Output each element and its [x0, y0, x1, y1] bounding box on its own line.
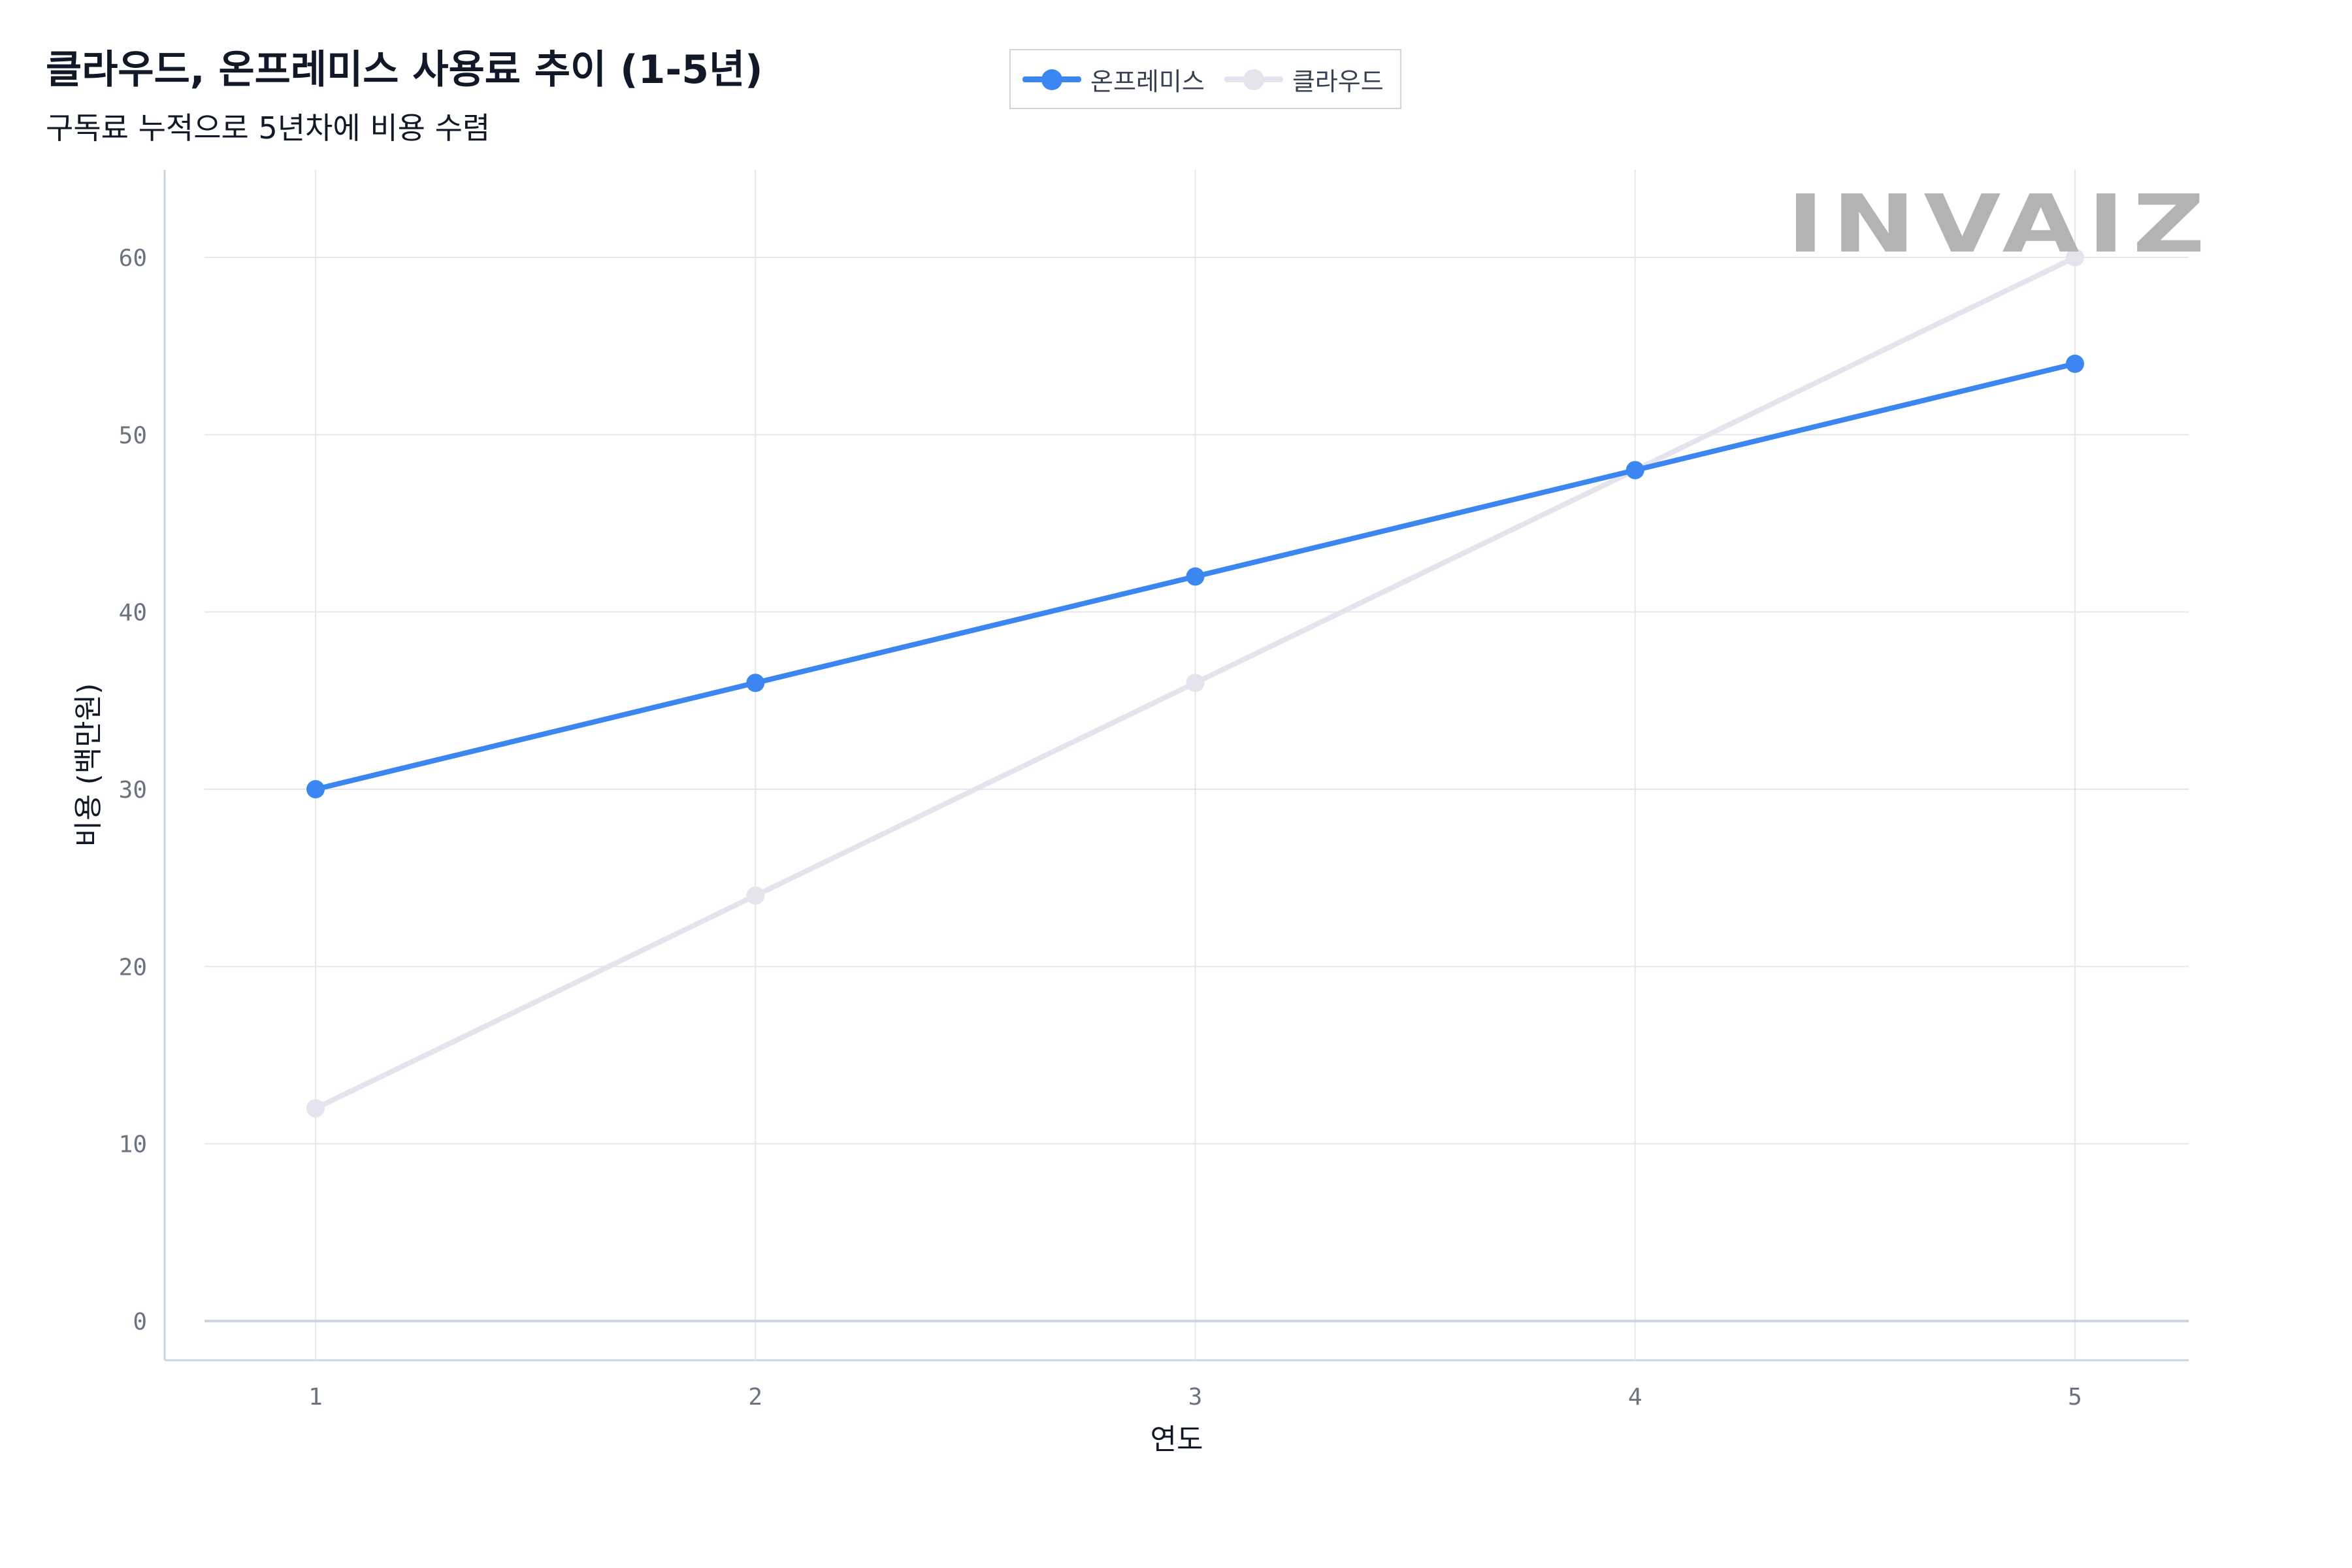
data-point-onpremise — [746, 674, 765, 693]
legend-swatch-onpremise — [1022, 69, 1081, 90]
data-point-cloud — [2066, 248, 2084, 267]
y-tick-label: 60 — [119, 245, 147, 272]
x-tick-label: 2 — [748, 1384, 762, 1411]
y-tick-label: 0 — [133, 1309, 147, 1335]
legend-item-cloud[interactable]: 클라우드 — [1224, 61, 1384, 97]
chart-legend: 온프레미스 클라우드 — [1009, 49, 1401, 109]
chart-subtitle: 구독료 누적으로 5년차에 비용 수렴 — [46, 110, 491, 146]
data-point-onpremise — [306, 780, 325, 798]
x-tick-label: 5 — [2068, 1384, 2082, 1411]
data-point-cloud — [306, 1099, 325, 1118]
data-point-onpremise — [1625, 461, 1644, 480]
data-point-cloud — [1186, 674, 1205, 693]
x-axis-title: 연도 — [1151, 1423, 1203, 1456]
x-tick-label: 1 — [308, 1384, 323, 1411]
x-tick-label: 3 — [1188, 1384, 1203, 1411]
legend-swatch-cloud — [1224, 69, 1283, 90]
y-tick-label: 20 — [119, 954, 147, 981]
legend-label-cloud: 클라우드 — [1292, 67, 1384, 96]
watermark-logo: INVAIZ — [1787, 178, 2213, 270]
x-tick-label: 4 — [1628, 1384, 1642, 1411]
data-point-onpremise — [1186, 567, 1205, 586]
y-tick-label: 10 — [119, 1132, 147, 1158]
chart-title: 클라우드, 온프레미스 사용료 추이 (1-5년) — [46, 47, 763, 93]
data-point-cloud — [746, 886, 765, 905]
y-axis-title: 비용 (백만원) — [72, 683, 105, 847]
legend-item-onpremise[interactable]: 온프레미스 — [1022, 61, 1205, 97]
y-tick-label: 50 — [119, 422, 147, 449]
y-tick-label: 40 — [119, 600, 147, 627]
data-point-onpremise — [2066, 354, 2084, 373]
y-tick-label: 30 — [119, 777, 147, 804]
legend-label-onpremise: 온프레미스 — [1090, 67, 1205, 96]
